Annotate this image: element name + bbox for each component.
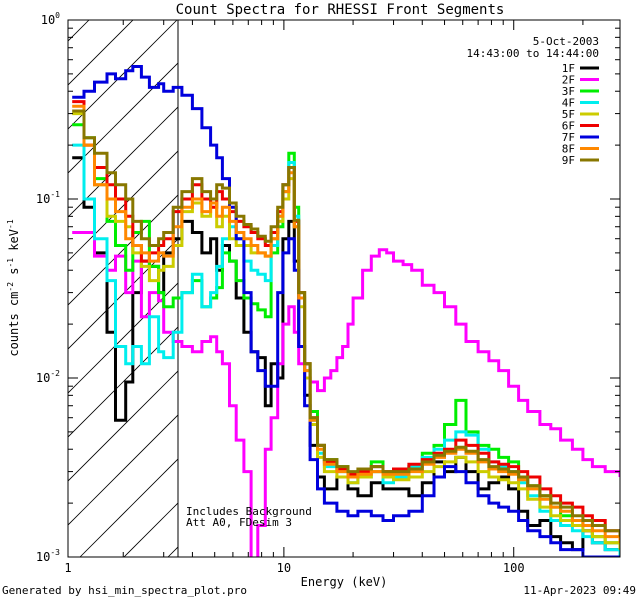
hatched-region [68, 20, 640, 557]
hatch-line [256, 20, 640, 557]
plot-frame [67, 19, 621, 558]
series-7f [72, 65, 620, 557]
series-layer [72, 65, 620, 557]
hatch-line [68, 20, 178, 130]
y-axis-label-exp3: -1 [6, 219, 15, 229]
timestamp-label: 11-Apr-2023 09:49 [523, 584, 636, 597]
legend-label: 2F [562, 74, 575, 87]
hatch-line [68, 282, 178, 394]
legend-label: 9F [562, 154, 575, 167]
x-tick-label: 100 [503, 561, 525, 575]
legend-label: 1F [562, 62, 575, 75]
legend-entry-5f: 5F [562, 108, 599, 121]
hatch-line [68, 150, 178, 262]
legend-entry-1f: 1F [562, 62, 599, 75]
y-tick-label: 10-1 [36, 190, 60, 206]
legend-entry-7f: 7F [562, 131, 599, 144]
y-tick-label: 100 [41, 11, 60, 27]
x-axis-label: Energy (keV) [301, 575, 388, 589]
y-axis-label-mid: s [7, 268, 21, 282]
y-axis: 100 10-1 10-2 10-3 [36, 11, 620, 564]
legend-label: 6F [562, 120, 575, 133]
hatch-line [68, 62, 178, 174]
y-tick-label: 10-3 [36, 548, 60, 564]
y-tick-label: 10-2 [36, 369, 60, 385]
time-range-label: 14:43:00 to 14:44:00 [467, 47, 599, 60]
y-axis-label-exp2: -1 [6, 258, 15, 268]
legend-label: 4F [562, 97, 575, 110]
legend-entry-9f: 9F [562, 154, 599, 167]
x-tick-label: 1 [64, 561, 71, 575]
annotation-attenuator: Att A0, FDesim 3 [186, 516, 292, 529]
hatch-line [79, 458, 178, 557]
y-axis-label-exp1: -2 [6, 282, 15, 292]
legend-entry-4f: 4F [562, 97, 599, 110]
annotation-background: Includes Background [186, 505, 312, 518]
series-5f [72, 112, 620, 550]
series-2f [72, 231, 620, 557]
hatch-line [68, 194, 178, 306]
generated-by-label: Generated by hsi_min_spectra_plot.pro [2, 584, 247, 597]
hatch-line [68, 370, 178, 482]
legend-label: 3F [562, 85, 575, 98]
x-axis: 1 10 100 [64, 20, 584, 575]
series-9f [72, 109, 620, 537]
series-8f [72, 104, 620, 543]
y-axis-label: counts cm-2 s-1 keV-1 [6, 219, 21, 356]
hatch-line [68, 238, 178, 350]
legend-entry-6f: 6F [562, 120, 599, 133]
date-label: 5-Oct-2003 [533, 35, 599, 48]
legend-entry-8f: 8F [562, 143, 599, 156]
hatch-line [68, 106, 178, 218]
y-axis-label-end: keV [7, 229, 21, 258]
legend-entry-2f: 2F [562, 74, 599, 87]
chart-title: Count Spectra for RHESSI Front Segments [176, 2, 505, 18]
y-axis-label-main: counts cm [7, 292, 21, 357]
legend-label: 5F [562, 108, 575, 121]
hatch-line [68, 20, 134, 86]
legend-entry-3f: 3F [562, 85, 599, 98]
hatch-line [68, 414, 178, 526]
legend-label: 7F [562, 131, 575, 144]
x-tick-label: 10 [277, 561, 291, 575]
hatch-line [212, 20, 640, 557]
legend-label: 8F [562, 143, 575, 156]
